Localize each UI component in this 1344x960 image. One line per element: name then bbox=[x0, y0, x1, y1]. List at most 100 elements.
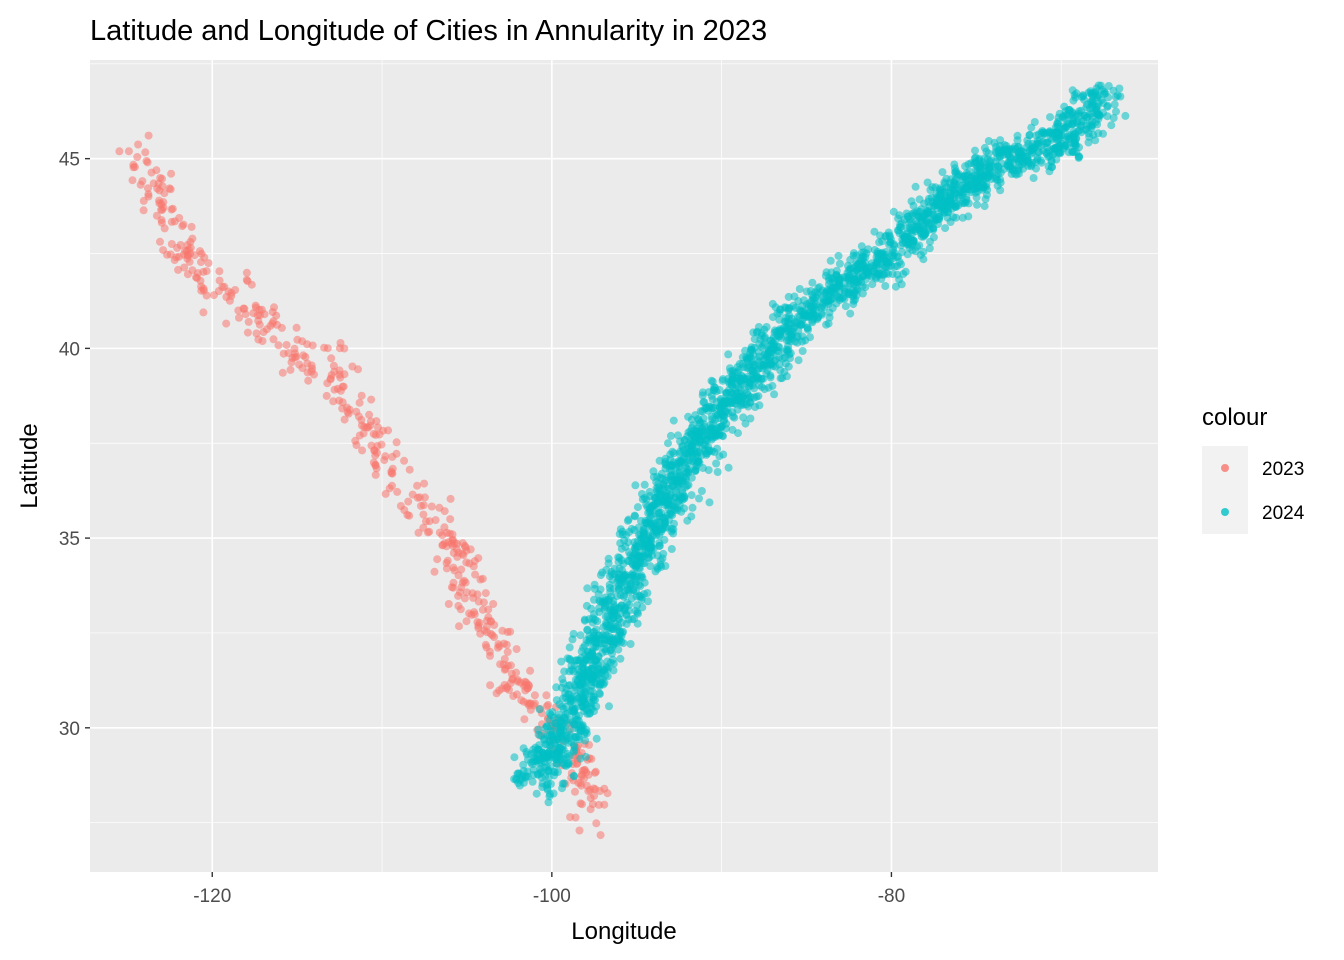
point-2024 bbox=[852, 278, 861, 286]
point-2023 bbox=[200, 253, 209, 262]
point-2024 bbox=[962, 193, 971, 202]
point-2024 bbox=[649, 473, 658, 481]
point-2024 bbox=[1029, 174, 1038, 182]
point-2023 bbox=[155, 199, 164, 208]
point-2024 bbox=[804, 325, 812, 334]
point-2024 bbox=[592, 702, 601, 711]
point-2023 bbox=[372, 448, 381, 457]
point-2024 bbox=[557, 724, 566, 733]
point-2024 bbox=[635, 591, 644, 600]
point-2024 bbox=[898, 248, 907, 256]
point-2024 bbox=[908, 226, 916, 235]
point-2024 bbox=[569, 629, 578, 638]
point-2024 bbox=[664, 439, 672, 448]
point-2024 bbox=[755, 401, 764, 410]
point-2023 bbox=[462, 617, 471, 626]
point-2024 bbox=[560, 667, 569, 676]
point-2024 bbox=[944, 207, 952, 216]
point-2024 bbox=[806, 312, 815, 321]
point-2024 bbox=[1058, 113, 1067, 122]
point-2024 bbox=[1065, 106, 1074, 115]
point-2024 bbox=[639, 527, 648, 536]
point-2024 bbox=[619, 639, 628, 648]
point-2023 bbox=[454, 601, 463, 610]
point-2024 bbox=[781, 359, 790, 368]
point-2023 bbox=[371, 470, 380, 479]
point-2024 bbox=[580, 641, 589, 650]
point-2023 bbox=[366, 417, 375, 426]
point-2024 bbox=[697, 487, 706, 495]
point-2024 bbox=[733, 393, 742, 402]
point-2024 bbox=[832, 299, 841, 308]
point-2024 bbox=[669, 498, 678, 507]
point-2023 bbox=[470, 557, 479, 566]
point-2024 bbox=[622, 619, 631, 628]
point-2023 bbox=[379, 426, 387, 435]
point-2024 bbox=[1027, 123, 1036, 132]
point-2023 bbox=[215, 276, 224, 285]
point-2024 bbox=[714, 431, 723, 440]
point-2023 bbox=[512, 668, 521, 677]
point-2024 bbox=[553, 768, 562, 776]
point-2023 bbox=[405, 511, 414, 520]
point-2024 bbox=[844, 290, 853, 298]
point-2023 bbox=[279, 349, 288, 358]
point-2024 bbox=[724, 350, 733, 359]
point-2024 bbox=[519, 760, 528, 769]
point-2024 bbox=[535, 741, 544, 750]
point-2024 bbox=[1107, 121, 1116, 130]
point-2024 bbox=[1070, 91, 1079, 99]
point-2024 bbox=[744, 382, 753, 391]
point-2024 bbox=[794, 356, 803, 365]
point-2023 bbox=[303, 368, 312, 377]
point-2024 bbox=[898, 235, 907, 244]
point-2024 bbox=[739, 400, 748, 409]
point-2024 bbox=[1002, 142, 1011, 150]
point-2023 bbox=[462, 588, 471, 597]
point-2023 bbox=[526, 666, 535, 675]
point-2024 bbox=[673, 506, 682, 515]
point-2024 bbox=[590, 584, 599, 593]
point-2024 bbox=[841, 302, 850, 311]
point-2023 bbox=[357, 416, 366, 424]
point-2024 bbox=[925, 244, 934, 253]
point-2024 bbox=[749, 360, 757, 369]
point-2023 bbox=[215, 267, 224, 276]
point-2023 bbox=[351, 436, 360, 445]
point-2024 bbox=[746, 414, 755, 423]
point-2024 bbox=[1003, 160, 1012, 169]
point-2023 bbox=[167, 240, 176, 248]
point-2023 bbox=[204, 259, 213, 268]
point-2024 bbox=[1011, 144, 1020, 153]
point-2023 bbox=[336, 373, 345, 382]
point-2024 bbox=[1077, 93, 1086, 102]
point-2024 bbox=[716, 395, 725, 403]
point-2023 bbox=[381, 489, 390, 498]
point-2024 bbox=[553, 735, 562, 744]
point-2023 bbox=[234, 306, 243, 315]
point-2024 bbox=[712, 459, 721, 468]
point-2024 bbox=[760, 334, 769, 343]
point-2023 bbox=[433, 555, 442, 564]
point-2023 bbox=[199, 308, 208, 317]
y-tick-label: 45 bbox=[59, 150, 80, 171]
point-2023 bbox=[176, 241, 185, 249]
point-2024 bbox=[938, 168, 947, 177]
point-2024 bbox=[679, 455, 688, 464]
point-2024 bbox=[724, 463, 733, 472]
point-2023 bbox=[467, 610, 476, 619]
point-2024 bbox=[813, 303, 822, 312]
point-2024 bbox=[959, 184, 968, 193]
point-2024 bbox=[652, 493, 660, 502]
point-2024 bbox=[574, 665, 583, 674]
point-2024 bbox=[820, 303, 829, 311]
point-2023 bbox=[359, 429, 368, 438]
point-2024 bbox=[1045, 128, 1054, 137]
point-2024 bbox=[571, 675, 580, 684]
point-2024 bbox=[640, 578, 649, 587]
point-2023 bbox=[304, 376, 313, 385]
point-2024 bbox=[1113, 91, 1122, 100]
point-2023 bbox=[542, 691, 551, 700]
point-2024 bbox=[545, 792, 554, 801]
point-2023 bbox=[170, 256, 179, 264]
